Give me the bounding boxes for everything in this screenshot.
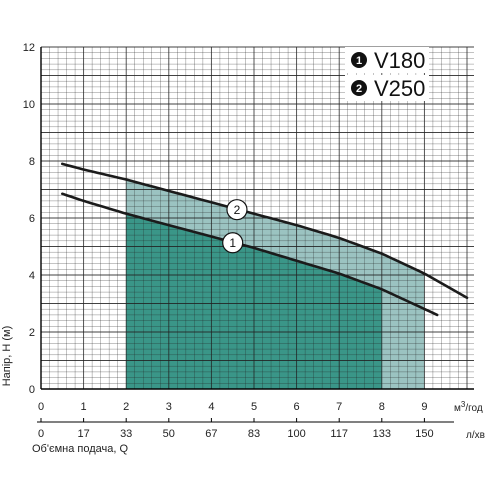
x-secondary-tick-label: 50	[163, 428, 175, 440]
curve-label-circle-1	[222, 232, 244, 254]
x-unit-sup: 3	[461, 400, 466, 409]
legend-number-1: 1	[356, 55, 362, 67]
x-axis-unit-secondary: л/хв	[466, 430, 485, 441]
y-tick-label: 0	[29, 384, 35, 396]
x-secondary-tick-label: 117	[330, 428, 348, 440]
x-secondary-tick-label: 17	[77, 428, 89, 440]
y-tick-label: 2	[29, 327, 35, 339]
curve-v180	[61, 192, 439, 317]
y-tick-label: 6	[29, 213, 35, 225]
x-secondary-tick-label: 83	[248, 428, 260, 440]
legend-label-v180: V180	[374, 48, 425, 73]
legend-marker-v180	[351, 52, 367, 68]
y-axis-title: Напір, Н (м)	[1, 326, 13, 387]
y-tick-label: 8	[29, 156, 35, 168]
x-tick-label: 9	[421, 401, 427, 413]
curve-label-1: 1	[229, 236, 236, 250]
curve-label-2: 2	[234, 203, 241, 217]
curve-label-circle-2	[226, 199, 248, 221]
y-tick-label: 10	[23, 99, 35, 111]
x-tick-label: 8	[379, 401, 385, 413]
x-tick-label: 3	[166, 401, 172, 413]
x-secondary-tick-label: 33	[120, 428, 132, 440]
x-secondary-tick-label: 150	[415, 428, 433, 440]
working-range-fills	[126, 179, 425, 389]
x-unit-base: м	[454, 403, 461, 414]
axis-titles: Напір, Н (м) Об'ємна подача, Q м3/год л/…	[1, 326, 485, 455]
performance-curves	[61, 162, 469, 317]
curve-labels: 12	[222, 199, 248, 254]
x-unit-rest: /год	[465, 403, 483, 414]
x-secondary-tick-label: 100	[287, 428, 305, 440]
y-tick-label: 12	[23, 42, 35, 54]
x-axis-unit-primary: м3/год	[454, 400, 483, 414]
legend-label-v250: V250	[374, 76, 425, 101]
x-tick-label: 0	[38, 401, 44, 413]
legend-number-2: 2	[356, 83, 362, 95]
x-tick-label: 6	[294, 401, 300, 413]
x-axis-title: Об'ємна подача, Q	[32, 443, 128, 455]
legend-marker-v250	[351, 80, 367, 96]
x-secondary-tick-label: 0	[38, 428, 44, 440]
x-tick-label: 1	[81, 401, 87, 413]
curve-v250	[61, 162, 469, 300]
x-secondary-tick-label: 67	[205, 428, 217, 440]
x-secondary-tick-label: 133	[373, 428, 391, 440]
x-tick-label: 2	[123, 401, 129, 413]
chart-grid	[40, 46, 474, 390]
x-tick-label: 5	[251, 401, 257, 413]
chart-axes	[37, 47, 474, 423]
x-tick-label: 4	[208, 401, 214, 413]
y-tick-label: 4	[29, 270, 35, 282]
x-tick-label: 7	[336, 401, 342, 413]
legend: 1 V180 2 V250	[345, 47, 429, 101]
